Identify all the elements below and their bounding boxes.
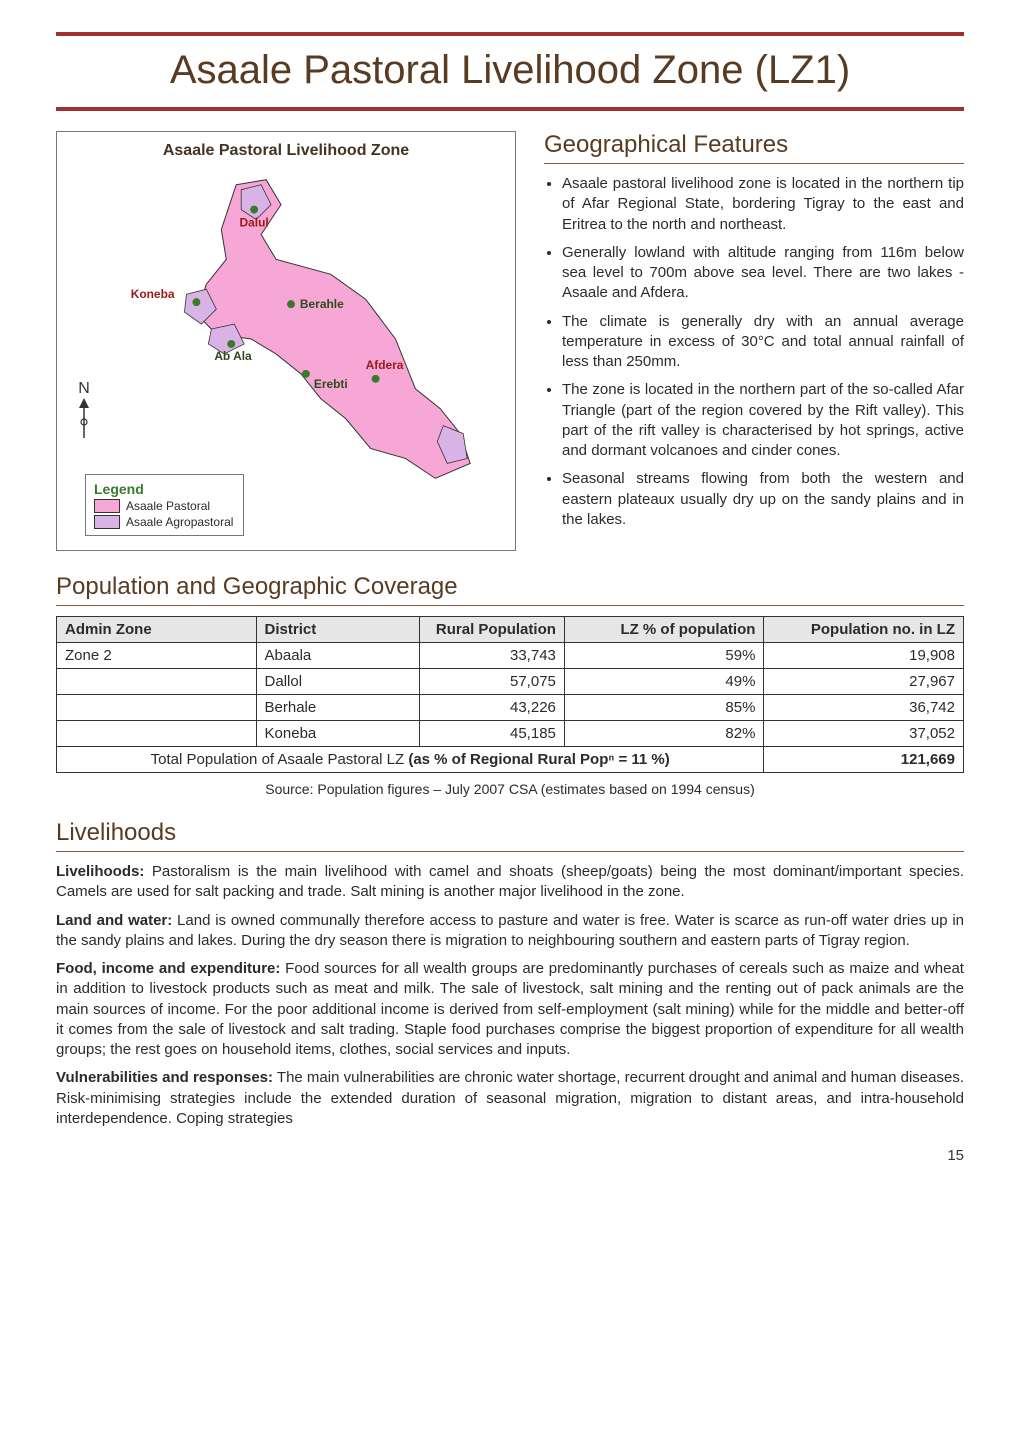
town-dalul-dot [250, 206, 258, 214]
cell: 45,185 [419, 721, 564, 747]
col-poplz: Population no. in LZ [764, 617, 964, 643]
liveli-para: Land and water: Land is owned communally… [56, 911, 964, 952]
cell: Berhale [256, 695, 419, 721]
map-svg: Dalul Koneba Berahle Ab Ala Erebti Afder… [67, 164, 505, 514]
page-title: Asaale Pastoral Livelihood Zone (LZ1) [56, 48, 964, 93]
pop-heading: Population and Geographic Coverage [56, 573, 964, 601]
liveli-para: Food, income and expenditure: Food sourc… [56, 959, 964, 1060]
geo-bullet: Seasonal streams flowing from both the w… [562, 469, 964, 530]
two-column-layout: Asaale Pastoral Livelihood Zone Dalul K [56, 131, 964, 551]
map-legend: Legend Asaale Pastoral Asaale Agropastor… [85, 474, 244, 536]
pop-underline [56, 605, 964, 606]
town-berahle-dot [287, 300, 295, 308]
label-koneba: Koneba [131, 287, 175, 301]
para-text: Land is owned communally therefore acces… [56, 912, 964, 949]
cell: 57,075 [419, 669, 564, 695]
cell: Abaala [256, 643, 419, 669]
town-abala-dot [227, 340, 235, 348]
page: Asaale Pastoral Livelihood Zone (LZ1) As… [0, 0, 1020, 1188]
cell: Zone 2 [57, 643, 257, 669]
geo-bullet: Generally lowland with altitude ranging … [562, 243, 964, 304]
col-lzpct: LZ % of population [564, 617, 764, 643]
cell: 82% [564, 721, 764, 747]
table-row: Koneba 45,185 82% 37,052 [57, 721, 964, 747]
label-afdera: Afdera [366, 358, 404, 372]
total-label-text: Total Population of Asaale Pastoral LZ (… [151, 751, 670, 768]
geographical-features: Geographical Features Asaale pastoral li… [544, 131, 964, 551]
pastoral-zone-shape [196, 180, 470, 479]
north-arrow-icon [75, 398, 93, 440]
livelihoods-section: Livelihoods Livelihoods: Pastoralism is … [56, 819, 964, 1129]
legend-row-0: Asaale Pastoral [94, 499, 233, 513]
population-table: Admin Zone District Rural Population LZ … [56, 616, 964, 773]
cell: Koneba [256, 721, 419, 747]
cell: 33,743 [419, 643, 564, 669]
legend-title: Legend [94, 481, 233, 497]
table-source: Source: Population figures – July 2007 C… [56, 781, 964, 797]
geo-bullet: The zone is located in the northern part… [562, 380, 964, 461]
town-erebti-dot [302, 370, 310, 378]
legend-label-1: Asaale Agropastoral [126, 515, 233, 529]
para-text: Pastoralism is the main livelihood with … [56, 863, 964, 900]
cell: 27,967 [764, 669, 964, 695]
legend-label-0: Asaale Pastoral [126, 499, 210, 513]
cell: 59% [564, 643, 764, 669]
table-row: Berhale 43,226 85% 36,742 [57, 695, 964, 721]
table-body: Zone 2 Abaala 33,743 59% 19,908 Dallol 5… [57, 643, 964, 773]
geo-bullets: Asaale pastoral livelihood zone is locat… [544, 174, 964, 530]
para-lead: Land and water: [56, 912, 172, 929]
cell: 85% [564, 695, 764, 721]
geo-underline [544, 163, 964, 164]
map-panel: Asaale Pastoral Livelihood Zone Dalul K [56, 131, 516, 551]
table-header-row: Admin Zone District Rural Population LZ … [57, 617, 964, 643]
geo-bullet: Asaale pastoral livelihood zone is locat… [562, 174, 964, 235]
cell: 49% [564, 669, 764, 695]
para-lead: Vulnerabilities and responses: [56, 1069, 273, 1086]
top-rule [56, 32, 964, 36]
para-lead: Food, income and expenditure: [56, 960, 280, 977]
label-erebti: Erebti [314, 377, 348, 391]
liveli-para: Vulnerabilities and responses: The main … [56, 1068, 964, 1129]
col-admin: Admin Zone [57, 617, 257, 643]
page-number: 15 [56, 1147, 964, 1164]
north-indicator: N [75, 380, 93, 445]
town-koneba-dot [192, 298, 200, 306]
liveli-heading: Livelihoods [56, 819, 964, 847]
population-section: Population and Geographic Coverage Admin… [56, 573, 964, 797]
map-title: Asaale Pastoral Livelihood Zone [67, 142, 505, 160]
table-row: Dallol 57,075 49% 27,967 [57, 669, 964, 695]
table-total-row: Total Population of Asaale Pastoral LZ (… [57, 747, 964, 773]
total-label: Total Population of Asaale Pastoral LZ (… [57, 747, 764, 773]
cell: Dallol [256, 669, 419, 695]
label-abala: Ab Ala [214, 349, 252, 363]
north-label: N [75, 380, 93, 398]
liveli-underline [56, 851, 964, 852]
col-district: District [256, 617, 419, 643]
liveli-para: Livelihoods: Pastoralism is the main liv… [56, 862, 964, 903]
cell: 43,226 [419, 695, 564, 721]
geo-heading: Geographical Features [544, 131, 964, 159]
label-dalul: Dalul [240, 216, 269, 230]
para-lead: Livelihoods: [56, 863, 144, 880]
cell [57, 695, 257, 721]
legend-swatch-1 [94, 515, 120, 529]
cell: 19,908 [764, 643, 964, 669]
cell [57, 669, 257, 695]
total-value: 121,669 [764, 747, 964, 773]
geo-bullet: The climate is generally dry with an ann… [562, 312, 964, 373]
legend-swatch-0 [94, 499, 120, 513]
label-berahle: Berahle [300, 297, 344, 311]
cell: 36,742 [764, 695, 964, 721]
title-underline [56, 107, 964, 111]
legend-row-1: Asaale Agropastoral [94, 515, 233, 529]
cell: 37,052 [764, 721, 964, 747]
town-afdera-dot [372, 375, 380, 383]
col-ruralpop: Rural Population [419, 617, 564, 643]
cell [57, 721, 257, 747]
table-row: Zone 2 Abaala 33,743 59% 19,908 [57, 643, 964, 669]
